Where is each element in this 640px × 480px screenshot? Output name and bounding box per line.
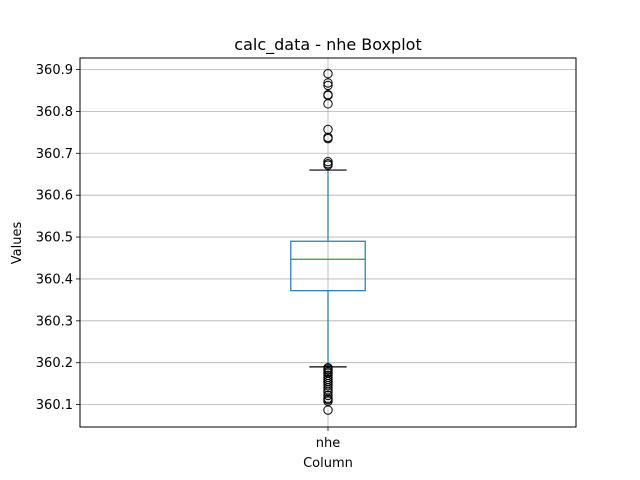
y-tick-label: 360.3	[36, 314, 73, 329]
box-layer	[290, 69, 366, 415]
outlier-point	[323, 78, 333, 88]
y-axis-label: Values	[10, 222, 25, 265]
outlier-point	[323, 69, 333, 79]
outlier-point	[323, 90, 333, 101]
outlier-point	[323, 80, 333, 91]
y-tick-label: 360.5	[36, 231, 73, 246]
outlier-point	[323, 133, 333, 144]
outlier-point	[323, 160, 333, 170]
outlier-point	[323, 124, 333, 135]
outlier-point	[323, 390, 333, 401]
y-tick-label: 360.6	[36, 189, 73, 204]
y-tick-label: 360.9	[36, 63, 73, 78]
chart-title: calc_data - nhe Boxplot	[234, 35, 421, 55]
y-tick-label: 360.8	[36, 105, 73, 120]
y-tick-label: 360.7	[36, 147, 73, 162]
x-axis-label: Column	[303, 456, 353, 471]
y-tick-label: 360.4	[36, 272, 73, 287]
y-tick-label: 360.2	[36, 356, 73, 371]
tick-layer: 360.1 360.2 360.3 360.4 360.5 360.6 360.7 360.8…	[36, 63, 340, 451]
outlier-point	[323, 387, 333, 397]
outlier-point	[323, 405, 333, 415]
iqr-box	[290, 240, 366, 292]
x-tick-label: nhe	[316, 436, 340, 451]
y-tick-label: 360.1	[36, 398, 73, 413]
